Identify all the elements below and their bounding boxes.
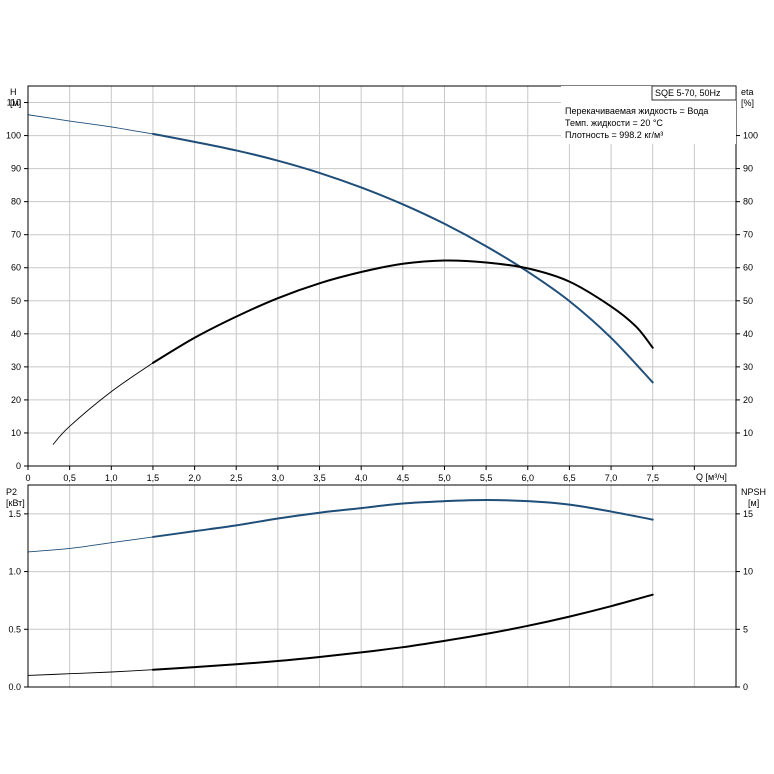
bottom-y-left-label-line1: P2	[6, 487, 17, 497]
top-x-tick-label: 4,5	[397, 473, 410, 483]
bottom-y-right-label-line1: NPSH	[741, 487, 766, 497]
bottom-y-right-label-line2: [м]	[748, 498, 759, 508]
top-y-right-label-line1: eta	[741, 87, 754, 97]
bottom-panel: 0.0 0.5 1.0 1.5 0 5 10 15 P2 [кВт] NPSH [м]	[6, 484, 766, 692]
top-x-tick-label: 6,5	[563, 473, 576, 483]
top-y-right-tick-label: 90	[743, 164, 753, 174]
top-y-left-tick-label: 110	[7, 98, 21, 108]
top-y-right-tick-label: 20	[743, 395, 753, 405]
top-y-right-tick-label: 70	[743, 230, 753, 240]
bottom-y-right-tick-labels: 0 5 10 15	[743, 509, 753, 692]
bottom-series	[27, 499, 654, 676]
top-x-tick-label: 2,0	[188, 473, 201, 483]
top-y-right-tick-labels: 10 20 30 40 50 60 70 80 90 100	[743, 131, 758, 438]
top-x-tick-label: 4,0	[355, 473, 368, 483]
top-y-right-tick-label: 30	[743, 362, 753, 372]
top-y-left-tick-label: 80	[11, 197, 21, 207]
top-series-0-line	[151, 132, 654, 384]
bottom-y-left-tick-label: 0.0	[8, 682, 21, 692]
top-series-1-line	[151, 259, 654, 364]
top-y-left-tick-label: 30	[11, 362, 21, 372]
top-y-left-tick-label: 10	[11, 428, 21, 438]
top-series-1-extrapolated	[52, 362, 154, 445]
top-y-left-tick-label: 20	[11, 395, 21, 405]
top-y-right-label-line2: [%]	[741, 98, 754, 108]
info-line-temperature: Темп. жидкости = 20 °C	[565, 118, 663, 128]
top-x-tick-label: 1,5	[147, 473, 160, 483]
bottom-series-0-extrapolated	[27, 536, 154, 553]
top-y-right-tick-label: 40	[743, 329, 753, 339]
top-y-left-tick-label: 100	[6, 131, 21, 141]
bottom-y-right-tick-label: 10	[743, 567, 753, 577]
top-y-right-tick-label: 10	[743, 428, 753, 438]
top-y-left-tick-label: 40	[11, 329, 21, 339]
bottom-y-left-tick-labels: 0.0 0.5 1.0 1.5	[8, 509, 21, 692]
top-y-left-label-line1: H	[10, 87, 17, 97]
bottom-y-left-label-line2: [кВт]	[6, 498, 25, 508]
top-x-tick-label: 0,5	[63, 473, 76, 483]
info-line-liquid: Перекачиваемая жидкость = Вода	[565, 106, 708, 116]
top-x-tick-label: 5,0	[438, 473, 451, 483]
bottom-y-right-tick-label: 15	[743, 509, 753, 519]
top-x-tick-label: 2,5	[230, 473, 243, 483]
top-y-left-tick-label: 50	[11, 296, 21, 306]
legend-title-box	[651, 85, 737, 101]
top-x-tick-label: 3,0	[272, 473, 285, 483]
bottom-series-1-extrapolated	[27, 669, 153, 676]
top-y-right-tick-label: 80	[743, 197, 753, 207]
legend-title: SQE 5-70, 50Hz	[655, 88, 721, 98]
top-y-left-tick-label: 60	[11, 263, 21, 273]
top-x-tick-label: 1,0	[105, 473, 118, 483]
top-panel: 0 0,5 1,0 1,5 2,0 2,5 3,0 3,5 4,0 4,5 5,0 5,5 6,0 6,5…	[6, 85, 758, 483]
top-y-left-tick-label: 0	[16, 461, 21, 471]
top-y-left-tick-label: 70	[11, 230, 21, 240]
top-x-tick-label: 7,0	[605, 473, 618, 483]
top-y-right-tick-label: 50	[743, 296, 753, 306]
top-x-tick-label: 6,0	[522, 473, 535, 483]
top-series-0-extrapolated	[27, 114, 154, 135]
bottom-y-left-tick-label: 1.5	[8, 509, 21, 519]
bottom-plot-frame	[27, 484, 737, 688]
top-y-left-tick-labels: 0 10 20 30 40 50 60 70 80 90 100 110	[6, 98, 21, 471]
top-y-right-tick-label: 100	[743, 131, 758, 141]
top-y-left-tick-label: 90	[11, 164, 21, 174]
top-plot-frame	[27, 85, 737, 467]
top-x-tick-label: 0	[25, 473, 30, 483]
bottom-series-1-line	[151, 593, 654, 671]
info-line-density: Плотность = 998.2 кг/м³	[565, 130, 663, 140]
bottom-series-0-line	[151, 499, 654, 538]
top-y-right-tick-label: 60	[743, 263, 753, 273]
top-x-tick-label: 5,5	[480, 473, 493, 483]
top-x-axis-label: Q [м³/ч]	[696, 472, 727, 482]
top-series	[27, 114, 654, 445]
top-x-tick-label: 7,5	[646, 473, 659, 483]
bottom-y-right-tick-label: 0	[743, 682, 748, 692]
bottom-y-left-tick-label: 1.0	[8, 567, 21, 577]
top-x-tick-labels: 0 0,5 1,0 1,5 2,0 2,5 3,0 3,5 4,0 4,5 5,0 5,5 6,0 6,5…	[25, 473, 658, 483]
bottom-y-left-tick-label: 0.5	[8, 624, 21, 634]
top-x-tick-label: 3,5	[313, 473, 326, 483]
bottom-y-right-tick-label: 5	[743, 624, 748, 634]
top-y-left-label-line2: [м]	[10, 98, 21, 108]
